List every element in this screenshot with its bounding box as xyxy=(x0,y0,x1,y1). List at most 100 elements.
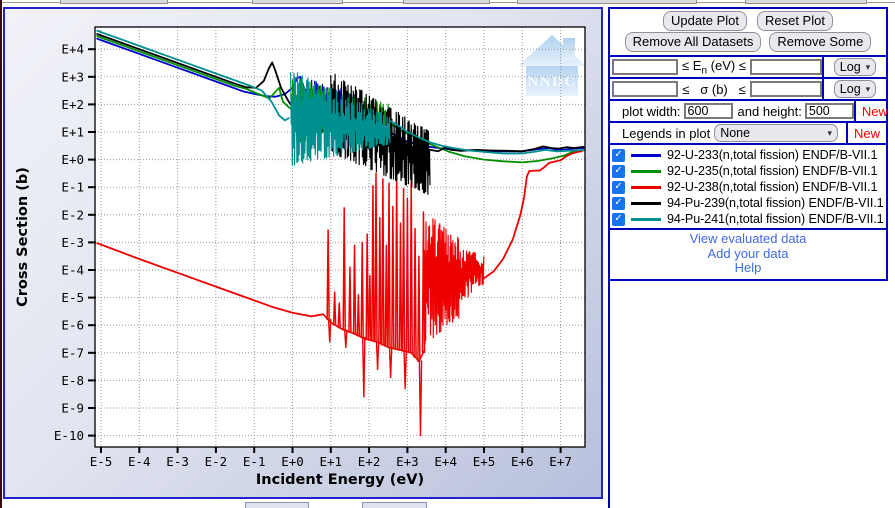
svg-text:E-9: E-9 xyxy=(61,401,84,416)
dataset-color-swatch xyxy=(631,201,661,205)
svg-text:E-4: E-4 xyxy=(128,454,151,469)
svg-text:E-2: E-2 xyxy=(205,454,228,469)
remove-some-button[interactable]: Remove Some xyxy=(769,32,872,52)
plot-svg: NNDC E-5 E-4 E-3 E-2 E-1 E+0 E+1 E+2 E+3 E+4 E+5 E+6… xyxy=(15,26,586,488)
legends-row: Legends in plot None ▾ New xyxy=(610,121,886,143)
panel-link-help[interactable]: Help xyxy=(734,260,762,275)
dataset-row: ✓ 92-U-235(n,total fission) ENDF/B-VII.1 xyxy=(610,163,886,179)
dataset-color-swatch xyxy=(631,153,661,157)
svg-text:E+3: E+3 xyxy=(61,69,84,84)
plot-width-input[interactable] xyxy=(683,103,733,119)
size-new-badge[interactable]: New xyxy=(861,103,888,119)
legends-label: Legends in plot xyxy=(622,125,711,141)
panel-link-add-your-data[interactable]: Add your data xyxy=(707,245,789,261)
chevron-down-icon: ▾ xyxy=(865,61,871,72)
cutoff-top-element xyxy=(745,0,867,4)
dataset-label: 94-Pu-239(n,total fission) ENDF/B-VII.1 xyxy=(667,196,884,210)
series-group xyxy=(96,29,585,437)
energy-min-input[interactable] xyxy=(612,59,678,75)
window-left-edge xyxy=(0,0,2,508)
chevron-down-icon: ▾ xyxy=(827,127,832,138)
svg-text:E+5: E+5 xyxy=(473,454,496,469)
series-3 xyxy=(96,150,583,437)
chevron-down-icon: ▾ xyxy=(865,83,871,94)
svg-text:E-6: E-6 xyxy=(61,318,84,333)
sigma-max-input[interactable] xyxy=(750,81,822,97)
svg-text:NNDC: NNDC xyxy=(527,74,576,90)
svg-text:E+6: E+6 xyxy=(511,454,534,469)
svg-text:E+2: E+2 xyxy=(358,454,381,469)
svg-text:E-2: E-2 xyxy=(61,207,84,222)
energy-range-label: ≤ En (eV) ≤ xyxy=(682,57,746,77)
svg-text:E-5: E-5 xyxy=(61,290,84,305)
dataset-row: ✓ 92-U-233(n,total fission) ENDF/B-VII.1 xyxy=(610,147,886,163)
sigma-min-input[interactable] xyxy=(612,81,678,97)
control-panel: Update Plot Reset Plot Remove All Datase… xyxy=(608,7,888,281)
svg-text:E-4: E-4 xyxy=(61,263,84,278)
energy-scale-select[interactable]: Log ▾ xyxy=(833,58,877,76)
dataset-checkbox[interactable]: ✓ xyxy=(612,164,625,178)
legends-new-cell: New xyxy=(846,123,886,143)
sigma-scale-cell: Log ▾ xyxy=(822,79,886,99)
svg-text:E+4: E+4 xyxy=(434,454,457,469)
dataset-checkbox[interactable]: ✓ xyxy=(612,148,625,162)
dataset-color-swatch xyxy=(631,185,661,189)
legends-select[interactable]: None ▾ xyxy=(714,124,838,142)
dataset-label: 92-U-238(n,total fission) ENDF/B-VII.1 xyxy=(667,180,878,194)
panel-links: View evaluated data Add your data Help xyxy=(610,228,886,279)
energy-max-input[interactable] xyxy=(750,59,822,75)
sigma-range-label: ≤ σ (b) ≤ xyxy=(682,81,746,97)
axis-ticks-and-labels: E-5 E-4 E-3 E-2 E-1 E+0 E+1 E+2 E+3 E+4 E+5 E+6 E+7 E… xyxy=(54,42,572,469)
plot-height-input[interactable] xyxy=(804,103,854,119)
dataset-checkbox[interactable]: ✓ xyxy=(612,212,625,226)
svg-text:E+4: E+4 xyxy=(61,42,84,57)
size-new-cell: New xyxy=(853,101,894,121)
plot-size-cell: plot width: and height: xyxy=(610,103,854,119)
sigma-range-row: ≤ σ (b) ≤ Log ▾ xyxy=(610,77,886,99)
remove-all-datasets-button[interactable]: Remove All Datasets xyxy=(624,32,762,52)
dataset-checkbox[interactable]: ✓ xyxy=(612,196,625,210)
svg-text:E+2: E+2 xyxy=(61,97,84,112)
dataset-row: ✓ 94-Pu-241(n,total fission) ENDF/B-VII.1 xyxy=(610,211,886,227)
plot-size-row: plot width: and height: New xyxy=(610,99,888,121)
dataset-label: 92-U-233(n,total fission) ENDF/B-VII.1 xyxy=(667,148,878,162)
svg-text:E+0: E+0 xyxy=(281,454,304,469)
legends-new-badge[interactable]: New xyxy=(853,125,880,141)
cutoff-top-element xyxy=(517,0,697,4)
svg-text:E-5: E-5 xyxy=(90,454,113,469)
dataset-label: 92-U-235(n,total fission) ENDF/B-VII.1 xyxy=(667,164,878,178)
svg-text:E+0: E+0 xyxy=(61,152,84,167)
cutoff-top-element xyxy=(403,0,490,4)
dataset-color-swatch xyxy=(631,169,661,173)
cutoff-top-element xyxy=(60,0,168,4)
y-axis-title: Cross Section (b) xyxy=(15,167,31,307)
plot-buttons-row: Update Plot Reset Plot xyxy=(610,9,886,32)
update-plot-button[interactable]: Update Plot xyxy=(663,11,747,31)
svg-text:E+1: E+1 xyxy=(320,454,343,469)
svg-text:E-7: E-7 xyxy=(61,345,84,360)
energy-scale-cell: Log ▾ xyxy=(822,57,886,77)
svg-text:E-10: E-10 xyxy=(54,428,84,443)
x-axis-title: Incident Energy (eV) xyxy=(256,472,424,488)
svg-text:E+7: E+7 xyxy=(549,454,572,469)
panel-link-view-evaluated-data[interactable]: View evaluated data xyxy=(689,231,807,246)
remove-buttons-row: Remove All Datasets Remove Some xyxy=(610,32,886,55)
dataset-checkbox[interactable]: ✓ xyxy=(612,180,625,194)
cutoff-bottom-button[interactable] xyxy=(362,502,427,508)
sigma-scale-select[interactable]: Log ▾ xyxy=(833,80,877,98)
panel-container-left-border xyxy=(608,261,610,508)
dataset-row: ✓ 94-Pu-239(n,total fission) ENDF/B-VII.1 xyxy=(610,195,886,211)
svg-text:E-1: E-1 xyxy=(61,180,84,195)
cutoff-top-element xyxy=(252,0,343,4)
series-5 xyxy=(96,29,585,166)
svg-text:E+3: E+3 xyxy=(396,454,419,469)
cross-section-plot: NNDC E-5 E-4 E-3 E-2 E-1 E+0 E+1 E+2 E+3 E+4 E+5 E+6… xyxy=(3,7,603,499)
plot-height-label: and height: xyxy=(737,103,802,119)
svg-text:E+1: E+1 xyxy=(61,125,84,140)
cutoff-bottom-button[interactable] xyxy=(245,502,309,508)
svg-text:E-3: E-3 xyxy=(166,454,189,469)
dataset-list: ✓ 92-U-233(n,total fission) ENDF/B-VII.1 ✓… xyxy=(610,143,886,228)
reset-plot-button[interactable]: Reset Plot xyxy=(756,11,833,31)
svg-text:E-8: E-8 xyxy=(61,373,84,388)
